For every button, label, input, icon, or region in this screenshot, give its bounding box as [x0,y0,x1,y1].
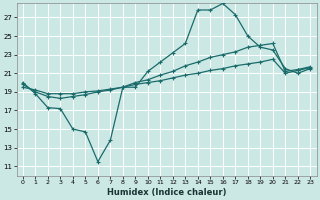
X-axis label: Humidex (Indice chaleur): Humidex (Indice chaleur) [107,188,226,197]
